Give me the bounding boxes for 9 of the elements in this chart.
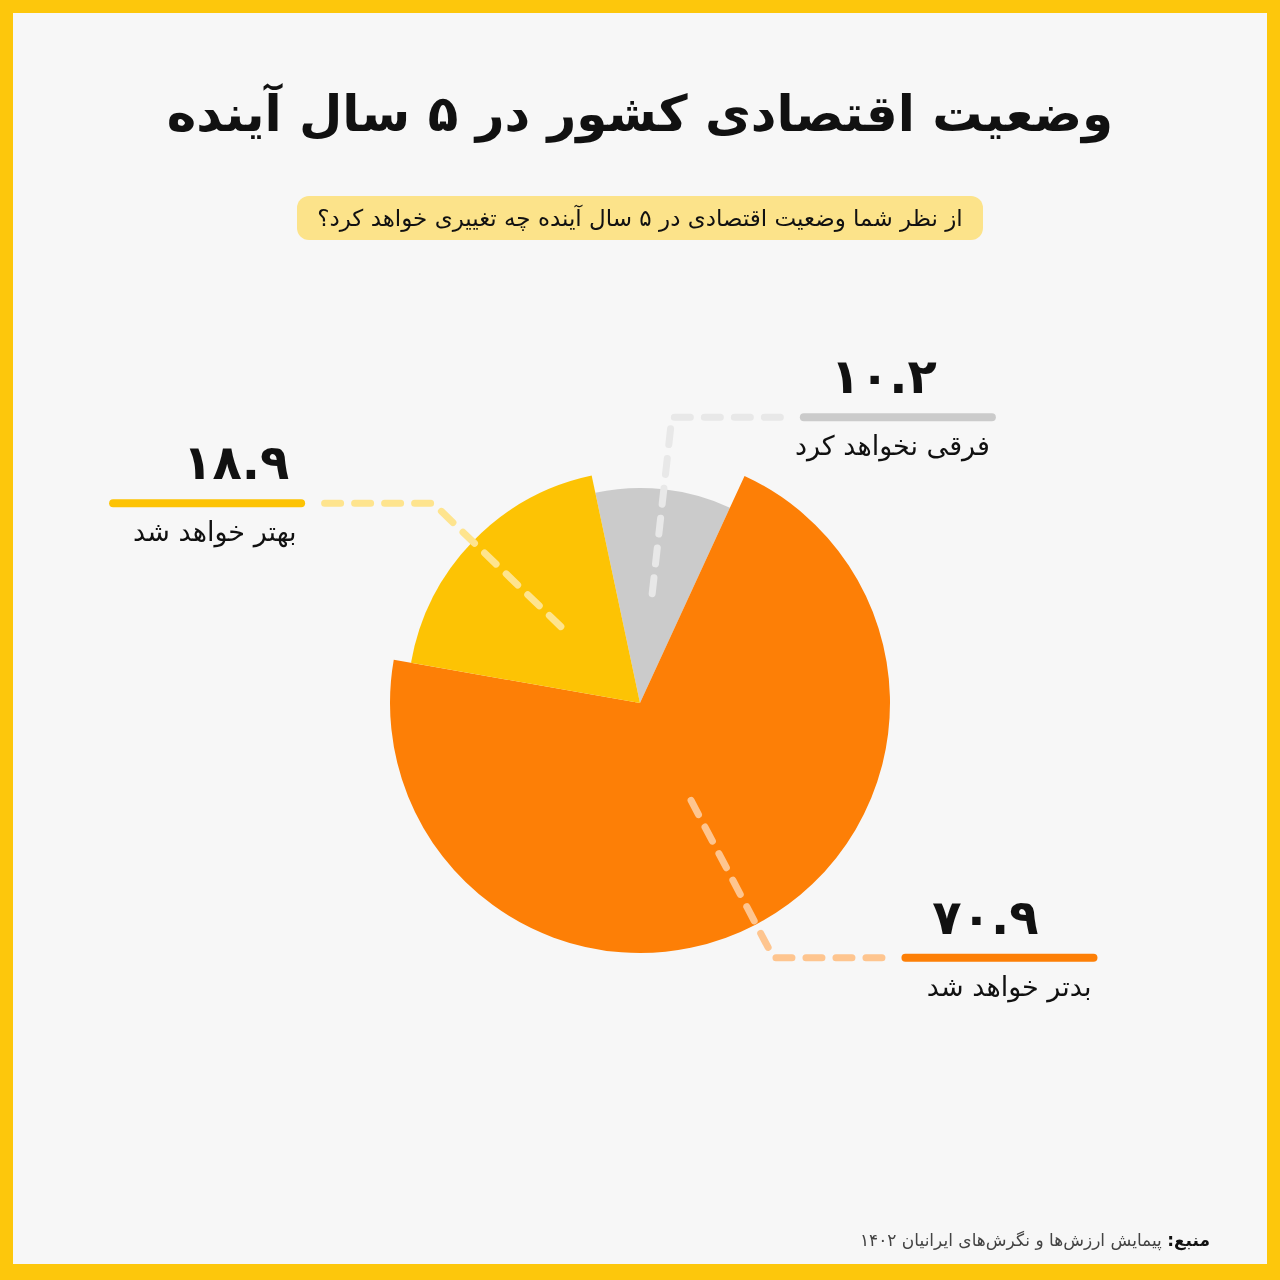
data-label: ۱۸.۹ — [183, 434, 290, 491]
chart-title: وضعیت اقتصادی کشور در ۵ سال آینده — [165, 82, 1115, 146]
data-label: ۱۰.۲ — [830, 348, 937, 405]
chart-subtitle: از نظر شما وضعیت اقتصادی در ۵ سال آینده چه تغییری خواهد کرد؟ — [297, 196, 983, 240]
slice-label: بدتر خواهد شد — [926, 970, 1092, 1003]
text: منبع: پیمایش ارزش‌ها و نگرش‌های ایرانیان ۱۴۰۲ — [859, 1230, 1210, 1250]
data-label: ۷۰.۹ — [932, 888, 1039, 945]
slice-label: بهتر خواهد شد — [133, 516, 297, 549]
slice-label: فرقی نخواهد کرد — [794, 430, 990, 463]
